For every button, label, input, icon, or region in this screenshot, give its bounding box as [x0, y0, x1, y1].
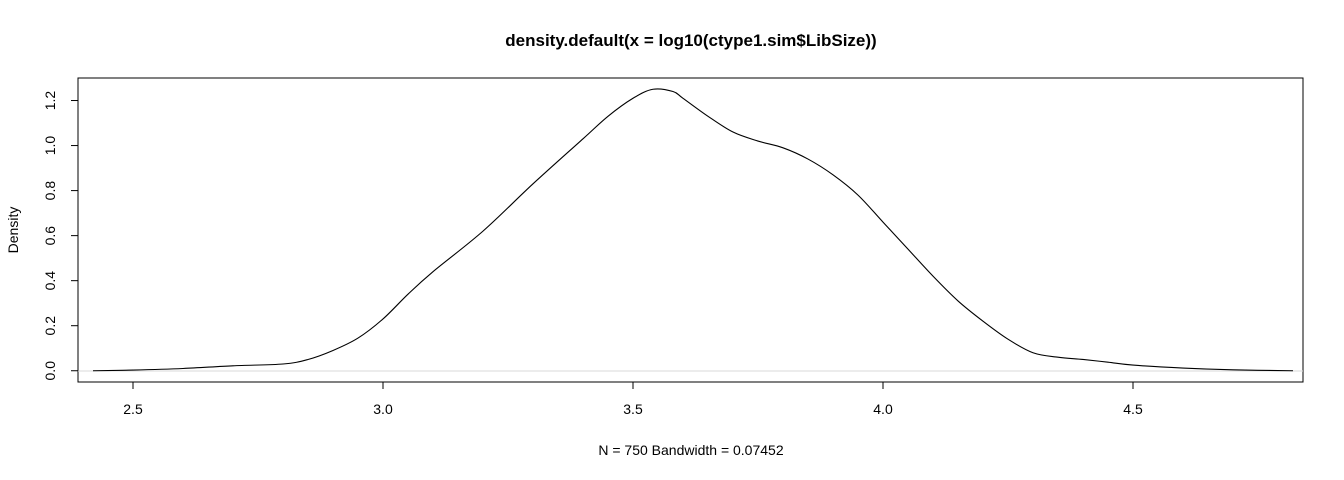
y-tick-label: 0.2: [42, 316, 58, 336]
y-tick-label: 0.0: [42, 361, 58, 381]
x-axis-label: N = 750 Bandwidth = 0.07452: [598, 442, 783, 458]
x-tick-label: 2.5: [123, 401, 143, 417]
y-tick-label: 1.2: [42, 91, 58, 111]
y-tick-label: 0.8: [42, 181, 58, 201]
y-axis: 0.0 0.2 0.4 0.6 0.8 1.0 1.2: [42, 91, 79, 381]
x-axis: 2.5 3.0 3.5 4.0 4.5: [123, 381, 1143, 417]
y-tick-label: 0.6: [42, 226, 58, 246]
x-tick-label: 3.5: [623, 401, 643, 417]
y-tick-label: 0.4: [42, 271, 58, 291]
density-curve: [92, 88, 1294, 372]
x-tick-label: 3.0: [373, 401, 393, 417]
x-tick-label: 4.0: [873, 401, 893, 417]
plot-frame: [77, 77, 1304, 383]
chart-title: density.default(x = log10(ctype1.sim$Lib…: [505, 31, 876, 50]
y-tick-label: 1.0: [42, 136, 58, 156]
x-tick-label: 4.5: [1123, 401, 1143, 417]
y-axis-label: Density: [5, 207, 21, 254]
